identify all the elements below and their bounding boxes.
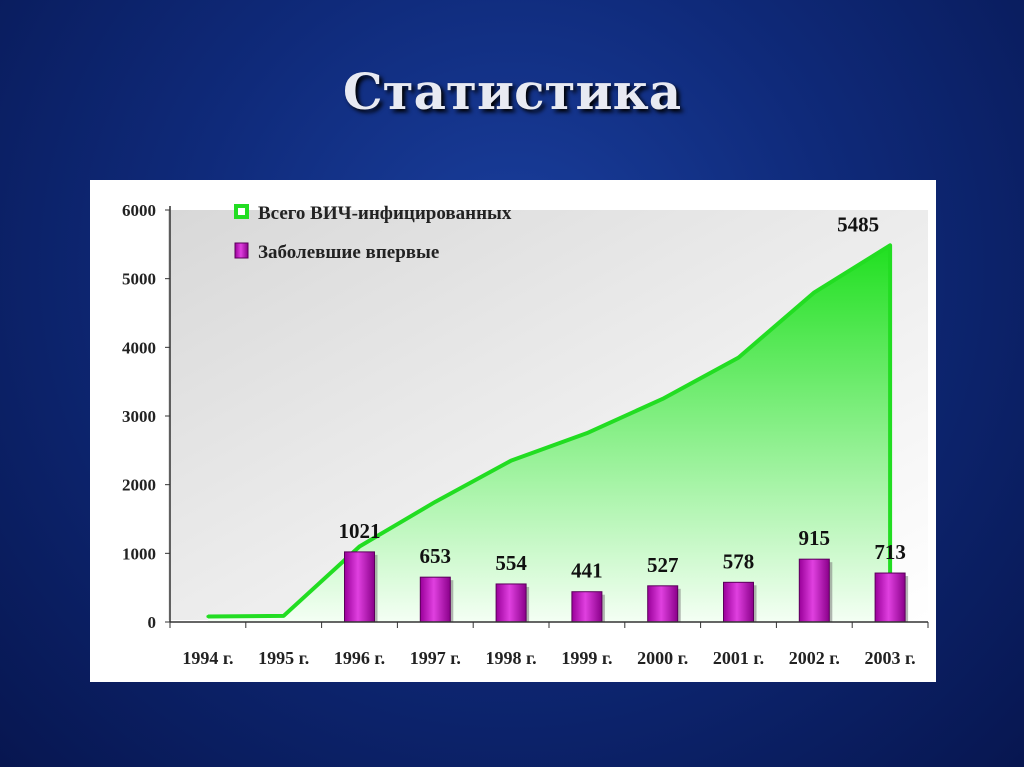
bar <box>344 551 375 623</box>
area-point <box>358 544 361 548</box>
area-point <box>433 500 437 504</box>
bar <box>495 583 527 623</box>
x-tick-label: 2003 г. <box>865 648 916 668</box>
x-tick-label: 1994 г. <box>182 648 233 668</box>
y-tick-label: 5000 <box>122 270 156 289</box>
bar <box>419 576 451 623</box>
x-tick-label: 1997 г. <box>410 648 461 668</box>
x-tick-label: 2002 г. <box>789 648 840 668</box>
y-tick-label: 6000 <box>122 201 156 220</box>
x-tick-label: 1999 г. <box>561 648 612 668</box>
x-tick-label: 2000 г. <box>637 648 688 668</box>
slide-title: Статистика <box>342 62 682 121</box>
x-tick-label: 1996 г. <box>334 648 385 668</box>
area-fill <box>207 245 891 622</box>
bar <box>874 572 906 623</box>
x-tick-label: 2001 г. <box>713 648 764 668</box>
bar <box>647 585 679 623</box>
y-tick-label: 4000 <box>122 338 156 357</box>
bar-data-label: 653 <box>420 544 452 568</box>
bar-data-label: 441 <box>571 559 603 583</box>
area-point <box>509 459 513 463</box>
area-point <box>812 290 816 294</box>
bar-data-label: 1021 <box>339 519 381 543</box>
legend-swatch-bar <box>234 242 249 259</box>
bar <box>723 581 754 623</box>
bar-layer <box>344 551 909 623</box>
x-tick-label: 1998 г. <box>486 648 537 668</box>
bar-data-label: 915 <box>799 526 831 550</box>
y-tick-label: 3000 <box>122 407 156 426</box>
area-point <box>661 397 665 401</box>
area-point <box>206 615 210 619</box>
y-tick-label: 2000 <box>122 476 156 495</box>
legend-label: Заболевшие впервые <box>258 242 439 263</box>
bar-data-label: 713 <box>874 540 906 564</box>
area-point <box>282 614 286 618</box>
x-tick-label: 1995 г. <box>258 648 309 668</box>
y-tick-label: 0 <box>148 613 157 632</box>
area-point <box>737 356 740 360</box>
label-layer: 1021 653 554 441 527 578 915 713 5485 <box>339 212 906 582</box>
legend: Всего ВИЧ-инфицированных Заболевшие вперв… <box>234 203 512 263</box>
bar-data-label: 554 <box>495 551 527 575</box>
legend-swatch-area <box>234 204 249 219</box>
bar <box>571 591 603 623</box>
area-data-label: 5485 <box>837 212 879 236</box>
y-tick-label: 1000 <box>122 544 156 563</box>
area-layer <box>206 243 893 622</box>
chart-svg: 6000 5000 4000 3000 2000 1000 0 1994 г. 1995 г. 1… <box>122 201 929 668</box>
axis-layer: 6000 5000 4000 3000 2000 1000 0 1994 г. 1995 г. 1… <box>122 201 929 668</box>
chart-panel: 6000 5000 4000 3000 2000 1000 0 1994 г. 1995 г. 1… <box>90 180 936 682</box>
area-point <box>888 243 892 247</box>
bar-data-label: 578 <box>723 549 755 573</box>
legend-label: Всего ВИЧ-инфицированных <box>258 203 512 224</box>
area-point <box>585 431 589 435</box>
bar <box>798 558 830 623</box>
bar-data-label: 527 <box>647 553 679 577</box>
